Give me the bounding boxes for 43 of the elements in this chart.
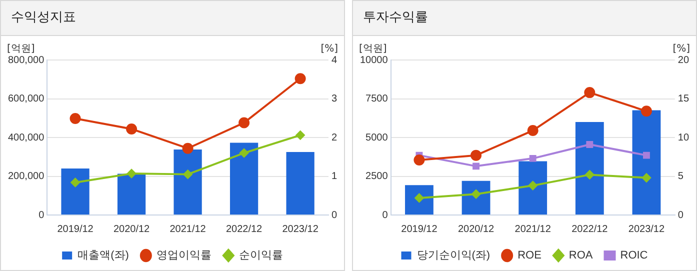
y2-tick-label: 15	[678, 94, 690, 104]
legend-label: ROE	[518, 250, 542, 262]
y2-tick-label: 0	[331, 210, 338, 221]
legend-label: 영업이익률	[156, 250, 212, 262]
y2-axis-title: [%]	[672, 44, 690, 55]
y2-tick-label: 4	[331, 54, 338, 66]
y2-tick-label: 0	[678, 210, 684, 221]
x-tick-label: 2020/12	[458, 224, 495, 235]
legend-label: ROA	[568, 250, 594, 262]
y2-axis-title: [%]	[320, 44, 338, 55]
y-tick-label: 5000	[366, 132, 388, 144]
y-tick-label: 200,000	[8, 171, 45, 182]
y-tick-label: 10000	[360, 54, 388, 66]
y-axis-title: [억원]	[359, 44, 387, 55]
y2-tick-label: 1	[331, 171, 338, 182]
chart-title: 수익성지표	[1, 1, 344, 36]
x-tick-label: 2023/12	[282, 224, 319, 235]
y-tick-label: 0	[382, 210, 388, 221]
y-tick-label: 7500	[366, 94, 388, 104]
y-axis-title: [억원]	[7, 44, 35, 55]
legend-label: ROIC	[620, 250, 648, 262]
y-tick-label: 800,000	[8, 54, 45, 66]
y2-tick-label: 10	[678, 132, 690, 144]
x-tick-label: 2021/12	[170, 224, 206, 235]
y2-tick-label: 3	[331, 94, 338, 104]
legend-label: 순이익률	[238, 250, 283, 262]
x-tick-label: 2020/12	[113, 224, 150, 235]
y2-tick-label: 20	[678, 54, 690, 66]
y2-tick-label: 2	[331, 132, 338, 144]
y-tick-label: 0	[38, 210, 45, 221]
x-tick-label: 2022/12	[226, 224, 263, 235]
x-tick-label: 2019/12	[401, 224, 438, 235]
x-tick-label: 2021/12	[514, 224, 552, 235]
legend-label: 매출액(좌)	[78, 250, 129, 262]
y-tick-label: 600,000	[8, 94, 45, 104]
legend-label: 당기순이익(좌)	[416, 250, 490, 262]
y-tick-label: 2500	[366, 171, 388, 182]
y2-tick-label: 5	[678, 171, 684, 182]
x-tick-label: 2019/12	[57, 224, 94, 235]
x-tick-label: 2023/12	[628, 224, 665, 235]
x-tick-label: 2022/12	[572, 224, 608, 235]
y-tick-label: 400,000	[8, 132, 45, 144]
chart-title: 투자수익률	[353, 1, 696, 36]
